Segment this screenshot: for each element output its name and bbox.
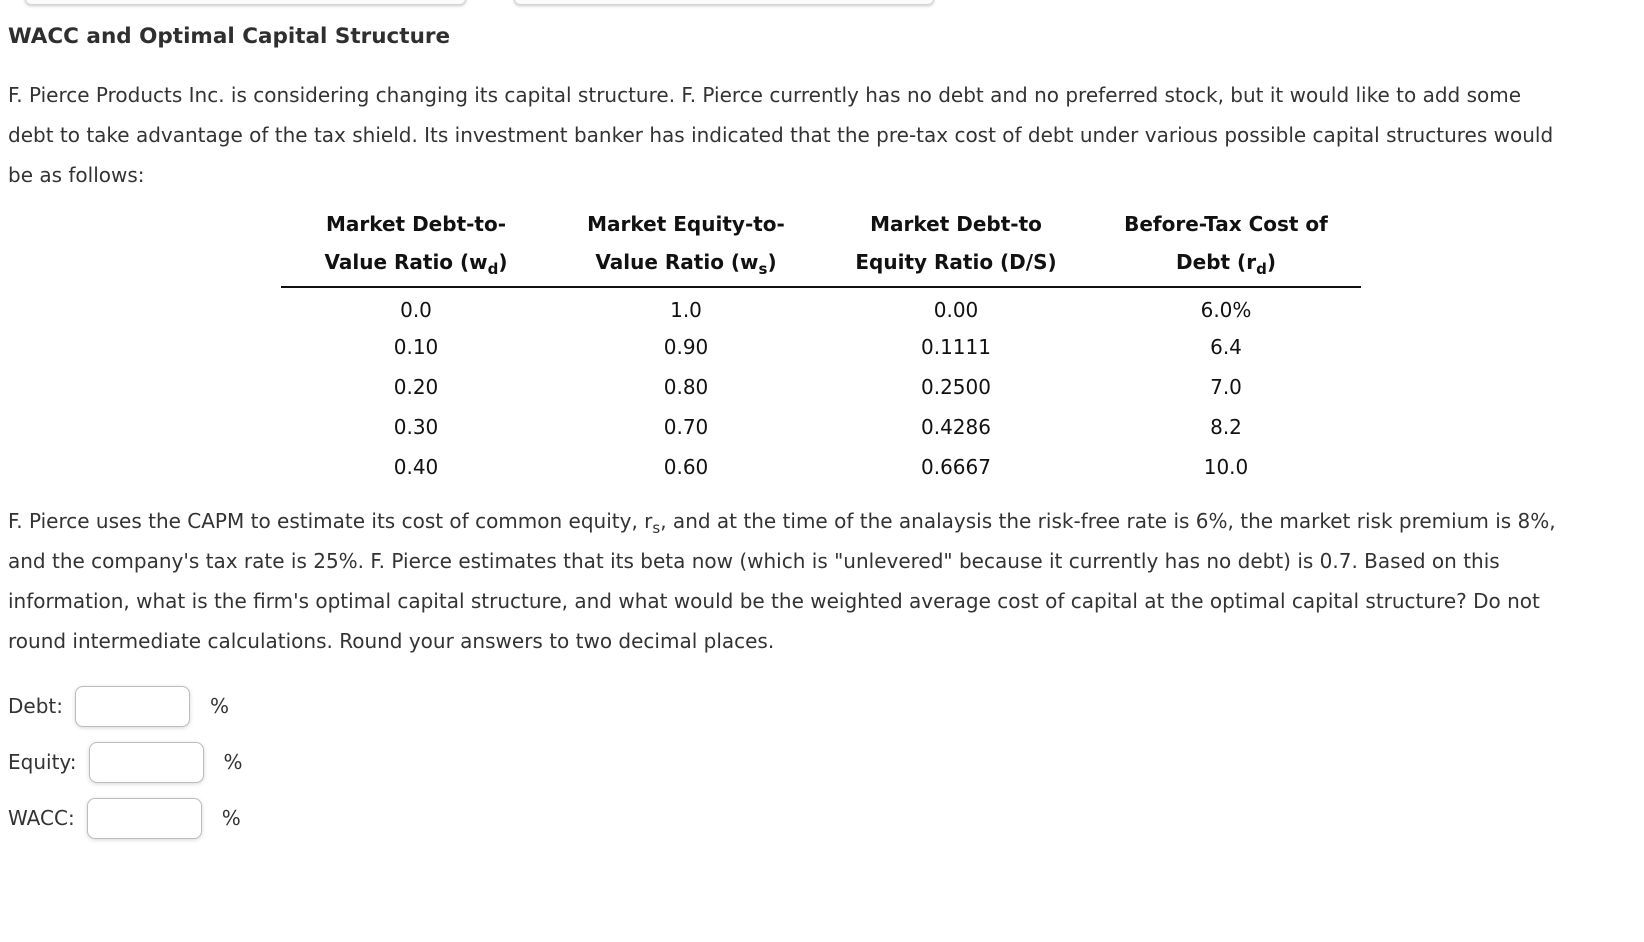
- cell-wd: 0.10: [393, 335, 439, 359]
- wacc-input[interactable]: [86, 797, 202, 839]
- cell-rd: 10.0: [1203, 455, 1249, 479]
- cell-wd: 0.20: [393, 375, 439, 399]
- question-paragraph: F. Pierce uses the CAPM to estimate its …: [8, 509, 1556, 653]
- cutoff-element-top-left: [25, 0, 466, 5]
- intro-paragraph: F. Pierce Products Inc. is considering c…: [8, 83, 1554, 187]
- table-row: 0.40 0.60 0.6667 10.0: [281, 447, 1361, 487]
- table-header: Market Debt-to- Value Ratio (wd) Market …: [281, 205, 1361, 288]
- table-row: 0.10 0.90 0.1111 6.4: [281, 327, 1361, 367]
- cell-ds: 0.4286: [921, 415, 991, 439]
- cell-wd: 0.0: [400, 298, 432, 322]
- cell-wd: 0.40: [393, 455, 439, 479]
- table-row: 0.0 1.0 0.00 6.0%: [281, 287, 1361, 327]
- cell-ds: 0.00: [933, 298, 979, 322]
- wacc-percent-suffix: %: [221, 806, 241, 830]
- col-header-before-tax-cost: Before-Tax Cost of Debt (rd): [1091, 205, 1361, 288]
- answer-section: Debt: % Equity: % WACC: %: [0, 685, 1644, 839]
- cell-ws: 1.0: [670, 298, 702, 322]
- cutoff-element-top-right: [514, 0, 934, 5]
- page-title: WACC and Optimal Capital Structure: [8, 24, 451, 49]
- cell-ws: 0.60: [663, 455, 709, 479]
- col-header-debt-to-equity: Market Debt-to Equity Ratio (D/S): [821, 205, 1091, 288]
- cell-rd: 8.2: [1210, 415, 1242, 439]
- debt-input[interactable]: [74, 685, 190, 727]
- cell-rd: 6.4: [1210, 335, 1242, 359]
- capital-structure-table: Market Debt-to- Value Ratio (wd) Market …: [281, 205, 1361, 487]
- table-row: 0.30 0.70 0.4286 8.2: [281, 407, 1361, 447]
- equity-input[interactable]: [88, 741, 204, 783]
- debt-percent-suffix: %: [209, 694, 229, 718]
- table-row: 0.20 0.80 0.2500 7.0: [281, 367, 1361, 407]
- cell-ws: 0.70: [663, 415, 709, 439]
- cell-rd: 7.0: [1210, 375, 1242, 399]
- cell-ds: 0.2500: [921, 375, 991, 399]
- equity-percent-suffix: %: [223, 750, 243, 774]
- cell-ds: 0.1111: [921, 335, 991, 359]
- equity-label: Equity:: [8, 750, 77, 774]
- answer-row-wacc: WACC: %: [8, 797, 1644, 839]
- cell-wd: 0.30: [393, 415, 439, 439]
- answer-row-equity: Equity: %: [8, 741, 1644, 783]
- answer-row-debt: Debt: %: [8, 685, 1644, 727]
- col-header-equity-to-value: Market Equity-to- Value Ratio (ws): [551, 205, 821, 288]
- cell-rd: 6.0%: [1200, 298, 1252, 322]
- wacc-label: WACC:: [8, 806, 75, 830]
- cell-ws: 0.80: [663, 375, 709, 399]
- cell-ws: 0.90: [663, 335, 709, 359]
- col-header-debt-to-value: Market Debt-to- Value Ratio (wd): [281, 205, 551, 288]
- cell-ds: 0.6667: [921, 455, 991, 479]
- rs-subscript: s: [652, 519, 661, 537]
- debt-label: Debt:: [8, 694, 63, 718]
